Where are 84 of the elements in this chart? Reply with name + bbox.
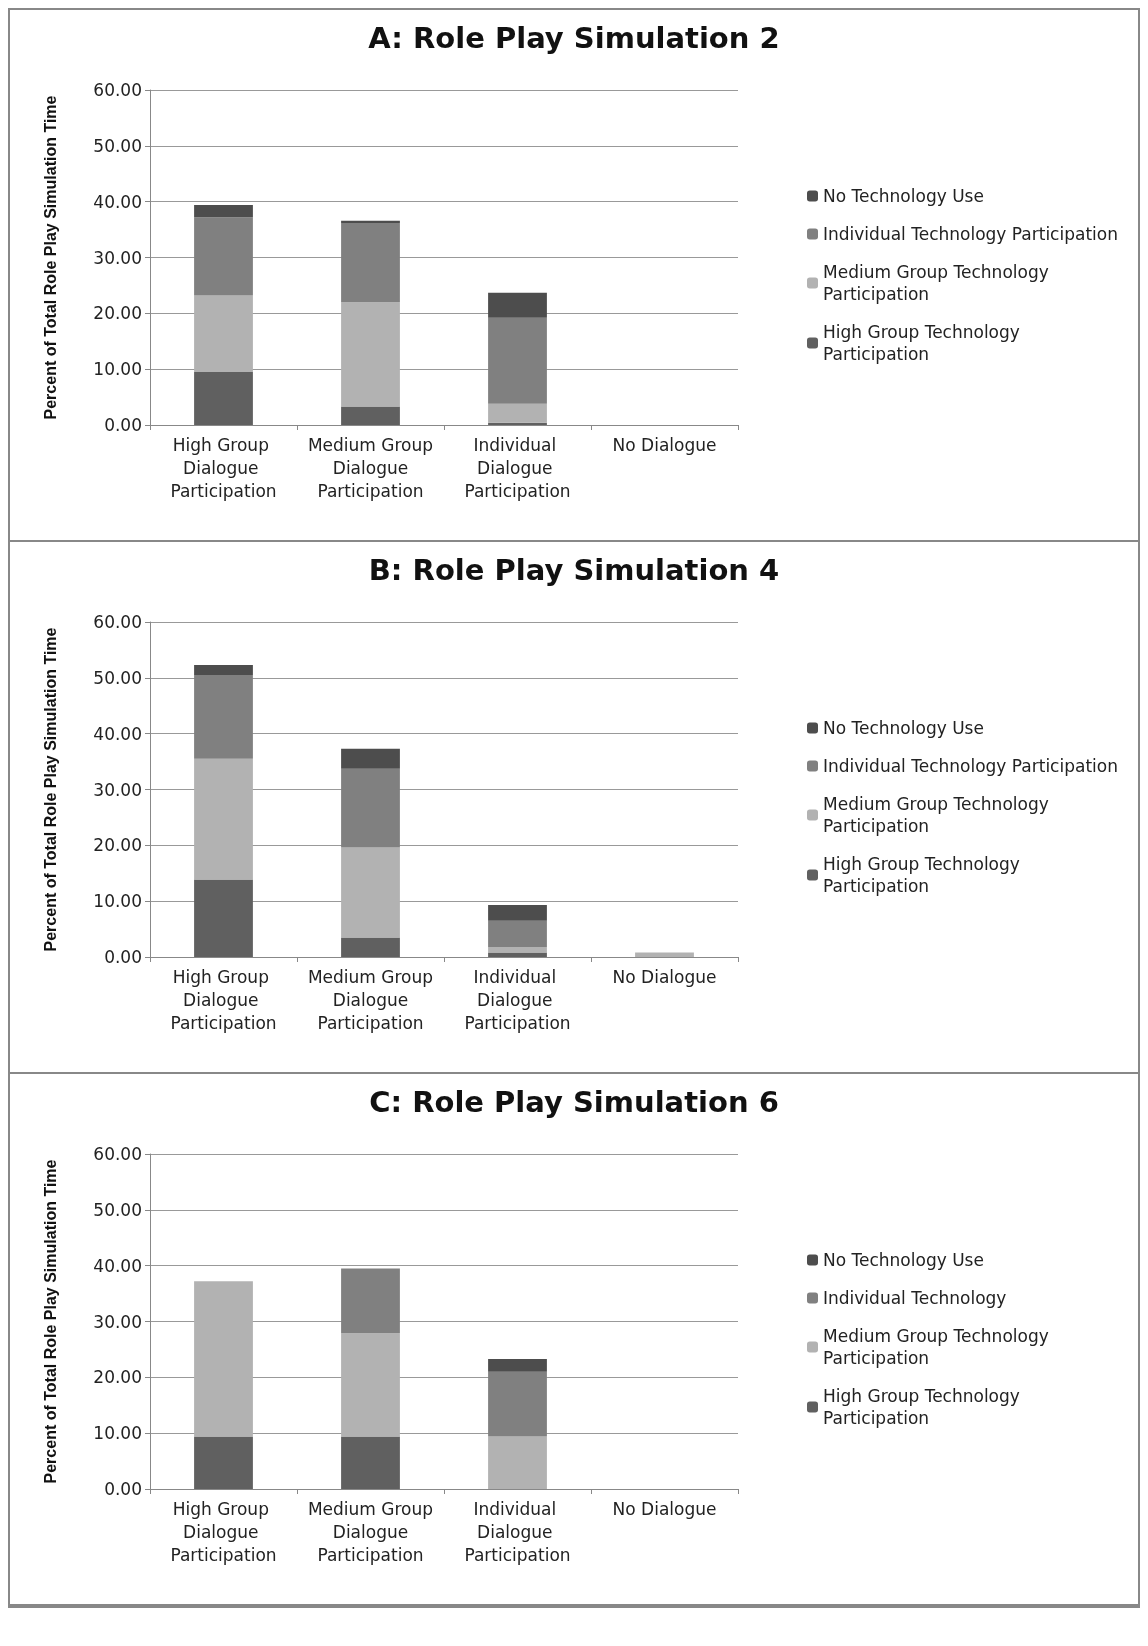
y-axis-title: Percent of Total Role Play Simulation Time — [41, 627, 59, 952]
chart-title: B: Role Play Simulation 4 — [368, 552, 780, 587]
y-tick-label: 60.00 — [93, 80, 142, 100]
bar — [488, 317, 547, 404]
y-tick-label: 30.00 — [93, 779, 142, 800]
bar — [341, 406, 400, 425]
y-tick-label: 20.00 — [93, 303, 142, 324]
y-tick-label: 40.00 — [93, 191, 142, 212]
bar — [341, 222, 400, 303]
chart-title: C: Role Play Simulation 6 — [369, 1084, 779, 1119]
bar — [341, 1436, 400, 1489]
y-tick-label: 50.00 — [93, 135, 142, 156]
legend-label: Medium Group Technology Participation — [823, 1326, 1055, 1368]
y-tick-label: 10.00 — [93, 1423, 142, 1444]
y-axis-title: Percent of Total Role Play Simulation Time — [41, 95, 59, 420]
legend-label: Individual Technology Participation — [823, 756, 1118, 776]
bar — [194, 1436, 253, 1489]
y-axis-title: Percent of Total Role Play Simulation Time — [41, 1159, 59, 1484]
y-tick-label: 0.00 — [104, 415, 142, 435]
legend-label: Individual Technology Participation — [823, 224, 1118, 244]
x-tick-label: High Group Dialogue Participation — [170, 966, 277, 1033]
y-tick-label: 50.00 — [93, 667, 142, 688]
bar — [488, 1358, 547, 1372]
bar — [488, 946, 547, 953]
y-tick-label: 30.00 — [93, 1311, 142, 1332]
x-tick-label: No Dialogue — [612, 434, 717, 455]
bar — [194, 758, 253, 880]
legend-label: No Technology Use — [823, 186, 984, 206]
bar — [341, 302, 400, 407]
bar — [488, 952, 547, 957]
y-tick-label: 60.00 — [93, 1144, 142, 1164]
bar — [194, 205, 253, 218]
bar — [341, 748, 400, 769]
bar — [341, 220, 400, 223]
bar — [194, 217, 253, 296]
y-tick-label: 10.00 — [93, 359, 142, 380]
chart-title: A: Role Play Simulation 2 — [368, 20, 780, 55]
bar — [488, 920, 547, 947]
y-tick-label: 0.00 — [104, 947, 142, 967]
y-tick-label: 0.00 — [104, 1479, 142, 1499]
bar — [341, 847, 400, 938]
x-tick-label: High Group Dialogue Participation — [170, 434, 277, 501]
y-tick-label: 20.00 — [93, 835, 142, 856]
bar — [488, 1436, 547, 1489]
x-tick-label: High Group Dialogue Participation — [170, 1498, 277, 1565]
legend-label: Medium Group Technology Participation — [823, 262, 1055, 304]
x-tick-label: Individual Dialogue Participation — [464, 966, 571, 1033]
bar — [341, 937, 400, 957]
bar — [635, 952, 694, 957]
x-tick-label: Individual Dialogue Participation — [464, 434, 571, 501]
bar — [488, 1371, 547, 1437]
bar — [341, 1333, 400, 1437]
y-tick-label: 40.00 — [93, 723, 142, 744]
x-tick-label: Medium Group Dialogue Participation — [307, 966, 434, 1033]
x-tick-label: Medium Group Dialogue Participation — [307, 1498, 434, 1565]
legend-label: Individual Technology — [823, 1288, 1007, 1308]
bar — [194, 675, 253, 759]
bar — [488, 422, 547, 425]
legend-label: High Group Technology Participation — [823, 322, 1026, 364]
y-tick-label: 60.00 — [93, 612, 142, 632]
x-tick-label: Individual Dialogue Participation — [464, 1498, 571, 1565]
legend-label: Medium Group Technology Participation — [823, 794, 1055, 836]
bar — [194, 879, 253, 957]
x-tick-label: Medium Group Dialogue Participation — [307, 434, 434, 501]
y-tick-label: 20.00 — [93, 1367, 142, 1388]
bar — [194, 1281, 253, 1437]
bar — [488, 403, 547, 423]
bar — [341, 1268, 400, 1334]
x-tick-label: No Dialogue — [612, 966, 717, 987]
y-tick-label: 40.00 — [93, 1255, 142, 1276]
y-tick-label: 10.00 — [93, 891, 142, 912]
y-tick-label: 50.00 — [93, 1199, 142, 1220]
bar — [194, 295, 253, 372]
legend-label: No Technology Use — [823, 1250, 984, 1270]
legend-label: High Group Technology Participation — [823, 1386, 1026, 1428]
bar — [341, 768, 400, 848]
bar — [488, 905, 547, 921]
bar — [194, 664, 253, 676]
bar — [194, 371, 253, 425]
bar — [488, 292, 547, 318]
legend-label: High Group Technology Participation — [823, 854, 1026, 896]
x-tick-label: No Dialogue — [612, 1498, 717, 1519]
legend-label: No Technology Use — [823, 718, 984, 738]
y-tick-label: 30.00 — [93, 247, 142, 268]
